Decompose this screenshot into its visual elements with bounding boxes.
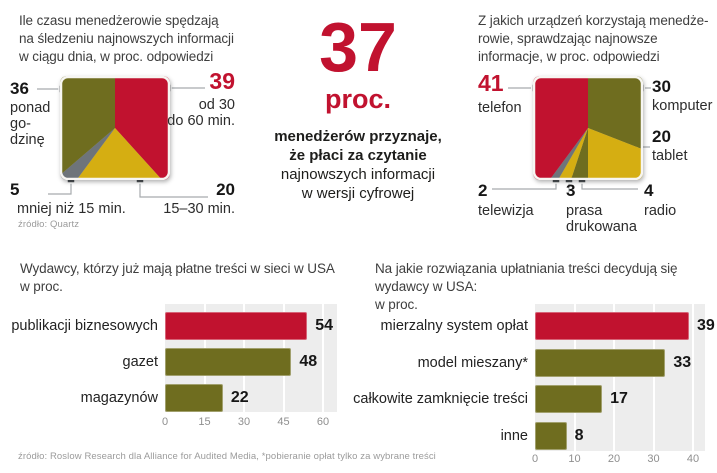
slice-label: telefon bbox=[478, 100, 522, 116]
slice-label: tablet bbox=[652, 148, 688, 164]
slice-label: telewizja bbox=[478, 203, 534, 219]
x-tick-label: 60 bbox=[316, 416, 330, 428]
bar bbox=[165, 348, 292, 376]
bar-value-label: 54 bbox=[315, 317, 333, 334]
slice-value: 20 bbox=[216, 180, 235, 199]
slice-value: 36 bbox=[10, 79, 29, 98]
chart-devices: Z jakich urządzeń korzystają menedże- ro… bbox=[470, 10, 717, 247]
square-pie-time bbox=[60, 76, 170, 180]
bar bbox=[535, 422, 567, 451]
gridline bbox=[573, 304, 576, 451]
bar bbox=[535, 312, 689, 340]
big-number-unit: proc. bbox=[324, 84, 391, 114]
chart-title: Wydawcy, którzy już mają płatne treści w… bbox=[20, 261, 335, 294]
slice-label: 15–30 min. bbox=[163, 201, 235, 217]
pie-border bbox=[60, 76, 170, 180]
bar-category-label: mierzalny system opłat bbox=[380, 318, 528, 334]
x-tick-label: 0 bbox=[531, 453, 539, 465]
pie-slice bbox=[60, 76, 115, 176]
pie-slice bbox=[76, 128, 163, 180]
bar-value-label: 22 bbox=[230, 389, 249, 406]
pie-slice bbox=[115, 76, 170, 180]
bar bbox=[535, 385, 603, 414]
chart-publishers-paid-content: Wydawcy, którzy już mają płatne treści w… bbox=[11, 260, 358, 440]
slice-label: komputer bbox=[652, 98, 713, 114]
slice-label: od 30 do 60 min. bbox=[167, 97, 235, 129]
chart-paywall-models: Na jakie rozwiązania upłatniania treści … bbox=[353, 260, 717, 470]
slice-label: radio bbox=[644, 203, 677, 219]
x-tick-label: 0 bbox=[161, 416, 169, 428]
x-tick-label: 10 bbox=[568, 453, 581, 465]
chart-time-spent: Ile czasu menedżerowie spędzają na śledz… bbox=[10, 10, 255, 247]
pie-border bbox=[533, 76, 643, 180]
bar-value-label: 39 bbox=[697, 317, 715, 334]
slice-value: 2 bbox=[478, 181, 488, 200]
chart-title: Ile czasu menedżerowie spędzają na śledz… bbox=[19, 13, 234, 64]
center-statistic: 37 proc. menedżerów przyznaje, że płaci … bbox=[258, 8, 458, 203]
stat-caption-line: w wersji cyfrowej bbox=[301, 185, 415, 202]
gridline bbox=[652, 304, 655, 451]
slice-value: 4 bbox=[644, 181, 654, 200]
pie-slice bbox=[60, 128, 115, 180]
gridline bbox=[613, 304, 615, 451]
slice-value: 20 bbox=[652, 127, 671, 146]
bar-value-label: 17 bbox=[610, 390, 628, 408]
chart-title: Na jakie rozwiązania upłatniania treści … bbox=[375, 261, 678, 312]
chart-source: źródło: Quartz bbox=[18, 219, 80, 230]
stat-caption-line: menedżerów przyznaje, bbox=[274, 128, 442, 145]
x-tick-label: 15 bbox=[198, 416, 211, 428]
pie-slice bbox=[533, 76, 588, 180]
bar-value-label: 48 bbox=[299, 353, 318, 370]
chart-title: Z jakich urządzeń korzystają menedże- ro… bbox=[478, 13, 709, 64]
slice-value: 5 bbox=[10, 180, 20, 199]
bar-value-label: 8 bbox=[574, 427, 584, 445]
slice-value: 41 bbox=[478, 70, 504, 96]
bar-value-label: 33 bbox=[673, 353, 692, 371]
bar-category-label: model mieszany* bbox=[417, 354, 528, 371]
stat-caption-line: że płaci za czytanie bbox=[289, 147, 427, 164]
pie-slice bbox=[588, 76, 643, 150]
pie-slice bbox=[588, 128, 643, 180]
slice-value: 3 bbox=[566, 181, 576, 200]
slice-value: 39 bbox=[209, 68, 235, 94]
big-number: 37 bbox=[319, 8, 397, 86]
slice-label: mniej niż 15 min. bbox=[17, 201, 126, 217]
bar bbox=[165, 312, 308, 340]
bar-category-label: gazet bbox=[122, 354, 158, 370]
gridline bbox=[322, 304, 324, 412]
slice-label: prasa drukowana bbox=[566, 203, 637, 235]
x-tick-label: 20 bbox=[607, 453, 621, 465]
gridline bbox=[692, 304, 694, 451]
bar bbox=[165, 384, 223, 412]
footer-source: źródło: Roslow Research dla Alliance for… bbox=[18, 451, 436, 462]
slice-label: ponad go- dzinę bbox=[10, 100, 51, 148]
stat-caption-line: najnowszych informacji bbox=[280, 166, 436, 183]
x-tick-label: 45 bbox=[277, 416, 290, 428]
bar-category-label: publikacji biznesowych bbox=[11, 318, 158, 334]
bar-category-label: całkowite zamknięcie treści bbox=[353, 391, 528, 408]
x-tick-label: 30 bbox=[647, 453, 660, 465]
bar-category-label: magazynów bbox=[80, 390, 158, 406]
x-tick-label: 30 bbox=[237, 416, 251, 428]
slice-value: 30 bbox=[652, 77, 671, 96]
square-pie-devices bbox=[533, 76, 643, 180]
bar bbox=[535, 348, 666, 377]
x-tick-label: 40 bbox=[686, 453, 700, 465]
bar-category-label: inne bbox=[500, 428, 528, 445]
